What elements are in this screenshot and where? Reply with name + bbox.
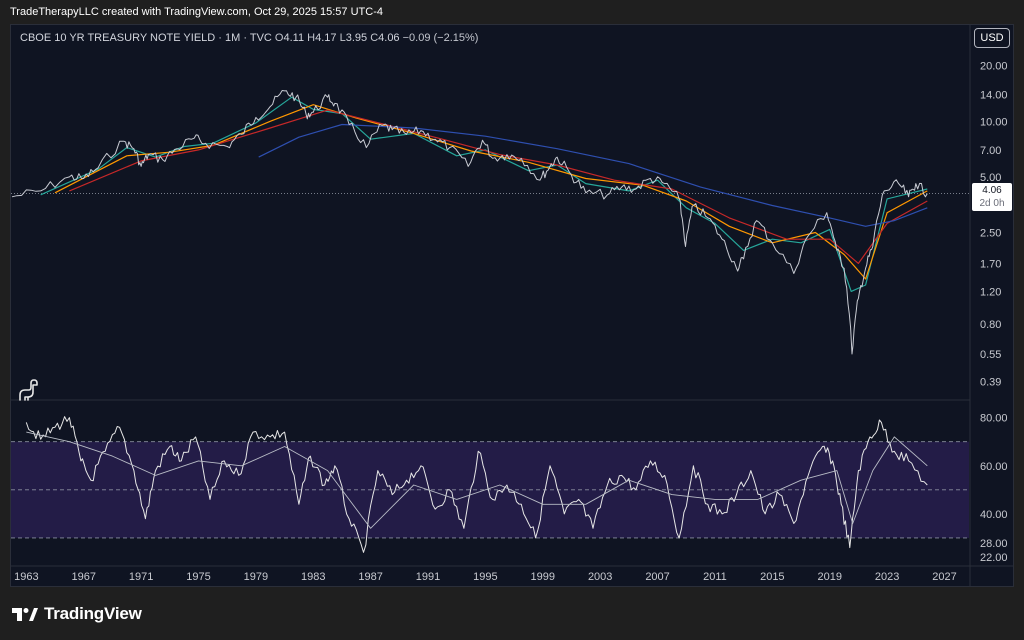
low-value: 3.95 bbox=[345, 32, 368, 44]
series-ma_fast bbox=[40, 96, 928, 292]
series-ma_slow bbox=[69, 109, 928, 264]
close-value: 4.06 bbox=[378, 32, 400, 44]
rsi-tick-label: 40.00 bbox=[980, 509, 1008, 521]
time-tick-label: 2023 bbox=[875, 571, 899, 583]
tradingview-logo[interactable]: TradingView bbox=[12, 602, 142, 626]
time-tick-label: 1975 bbox=[186, 571, 210, 583]
last-price-value: 4.06 bbox=[982, 185, 1002, 196]
price-tick-label: 10.00 bbox=[980, 116, 1008, 128]
rsi-tick-label: 28.00 bbox=[980, 538, 1008, 550]
low-label: L bbox=[339, 32, 346, 44]
symbol-name: CBOE 10 YR TREASURY NOTE YIELD · 1M · TV… bbox=[20, 32, 272, 44]
time-tick-label: 1971 bbox=[129, 571, 153, 583]
series-rsi_signal bbox=[26, 431, 928, 529]
price-tick-label: 14.00 bbox=[980, 89, 1008, 101]
dino-icon[interactable] bbox=[16, 378, 42, 402]
price-tick-label: 2.50 bbox=[980, 228, 1001, 240]
time-tick-label: 1967 bbox=[71, 571, 95, 583]
rsi-tick-label: 80.00 bbox=[980, 413, 1008, 425]
change-value: −0.09 (−2.15%) bbox=[402, 32, 479, 44]
time-tick-label: 1963 bbox=[14, 571, 38, 583]
time-tick-label: 1983 bbox=[301, 571, 325, 583]
symbol-legend[interactable]: CBOE 10 YR TREASURY NOTE YIELD · 1M · TV… bbox=[20, 32, 478, 44]
price-tick-label: 1.20 bbox=[980, 286, 1001, 298]
price-tick-label: 7.00 bbox=[980, 145, 1001, 157]
open-value: 4.11 bbox=[283, 32, 305, 44]
price-tick-label: 0.55 bbox=[980, 349, 1001, 361]
currency-button[interactable]: USD bbox=[974, 28, 1010, 48]
time-tick-label: 2015 bbox=[760, 571, 784, 583]
price-tick-label: 0.39 bbox=[980, 377, 1001, 389]
price-tick-label: 5.00 bbox=[980, 172, 1001, 184]
time-tick-label: 1991 bbox=[416, 571, 440, 583]
time-tick-label: 1979 bbox=[244, 571, 268, 583]
bar-countdown: 2d 0h bbox=[979, 198, 1005, 209]
series-rsi bbox=[25, 416, 928, 553]
time-tick-label: 2003 bbox=[588, 571, 612, 583]
price-tick-label: 1.70 bbox=[980, 258, 1001, 270]
series-price bbox=[11, 90, 928, 355]
chart-credit: TradeTherapyLLC created with TradingView… bbox=[10, 6, 383, 18]
series-ma_long bbox=[258, 123, 928, 227]
time-tick-label: 2019 bbox=[817, 571, 841, 583]
close-label: C bbox=[370, 32, 379, 44]
time-tick-label: 2011 bbox=[703, 571, 727, 583]
last-price-badge: 4.06 2d 0h bbox=[972, 183, 1012, 211]
time-tick-label: 1987 bbox=[358, 571, 382, 583]
time-tick-label: 1999 bbox=[531, 571, 555, 583]
time-tick-label: 1995 bbox=[473, 571, 497, 583]
time-tick-label: 2027 bbox=[932, 571, 956, 583]
price-tick-label: 0.80 bbox=[980, 319, 1001, 331]
brand-name: TradingView bbox=[44, 604, 142, 623]
time-tick-label: 2007 bbox=[645, 571, 669, 583]
rsi-tick-label: 22.00 bbox=[980, 552, 1008, 564]
tradingview-logo-icon bbox=[12, 608, 38, 621]
rsi-tick-label: 60.00 bbox=[980, 461, 1008, 473]
price-tick-label: 20.00 bbox=[980, 61, 1008, 73]
high-value: 4.17 bbox=[315, 32, 337, 44]
series-ma_mid bbox=[54, 104, 928, 280]
high-label: H bbox=[307, 32, 316, 44]
open-label: O bbox=[274, 32, 284, 44]
